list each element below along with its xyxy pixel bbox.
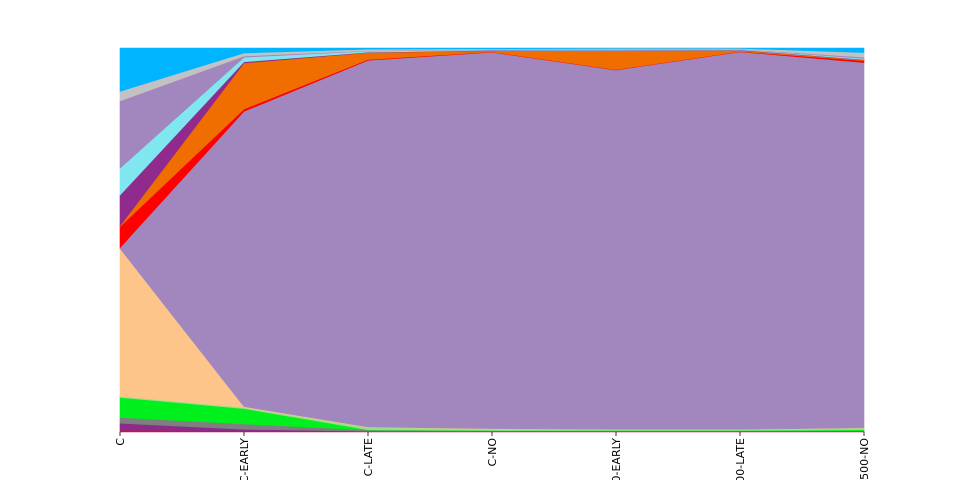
x-tick-label: C-NO (486, 438, 499, 467)
x-tick-label: C-LATE (362, 438, 375, 476)
x-tick-label: C (114, 438, 127, 446)
x-tick-label: C-EARLY (238, 438, 251, 480)
area-layers (119, 47, 865, 433)
x-tick-label: 500-NO (858, 438, 871, 480)
area-series-13 (119, 47, 865, 92)
x-tick-label: 00-LATE (734, 438, 747, 480)
x-axis: C C-EARLY C-LATE C-NO 0-EARLY 00-LATE 50… (114, 432, 871, 480)
x-tick-label: 0-EARLY (610, 438, 623, 480)
